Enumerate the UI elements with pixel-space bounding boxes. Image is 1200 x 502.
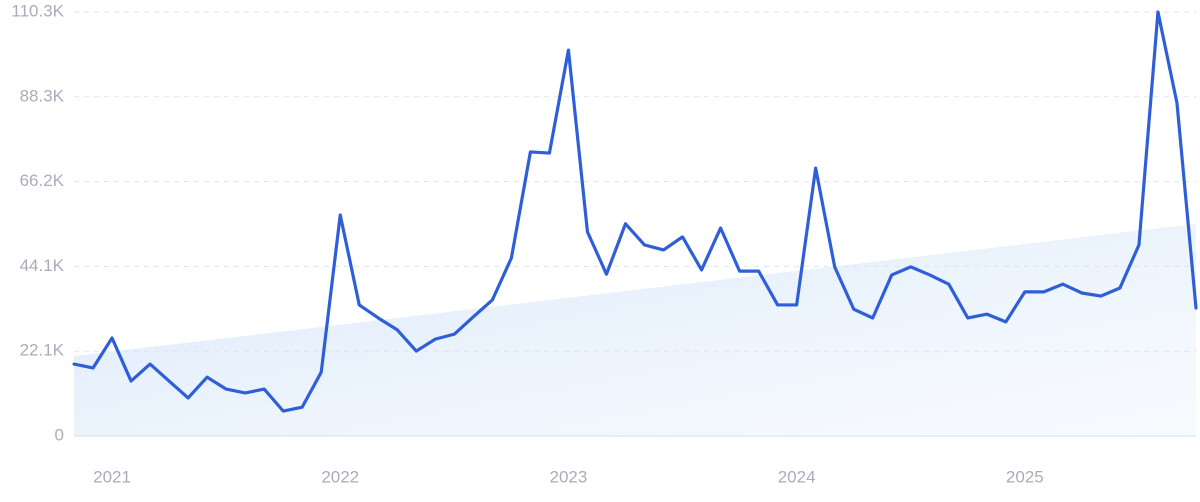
x-tick-label: 2025 [1006, 467, 1044, 486]
x-tick-label: 2021 [93, 467, 131, 486]
trend-area [74, 223, 1196, 436]
y-tick-label: 88.3K [20, 86, 65, 105]
x-tick-label: 2023 [550, 467, 588, 486]
data-line [72, 10, 1198, 413]
y-tick-label: 0 [55, 425, 64, 444]
x-tick-label: 2022 [321, 467, 359, 486]
x-tick-label: 2024 [778, 467, 816, 486]
y-tick-label: 22.1K [20, 341, 65, 360]
y-tick-label: 110.3K [11, 1, 64, 20]
y-tick-label: 44.1K [20, 256, 65, 275]
y-tick-label: 66.2K [20, 171, 65, 190]
